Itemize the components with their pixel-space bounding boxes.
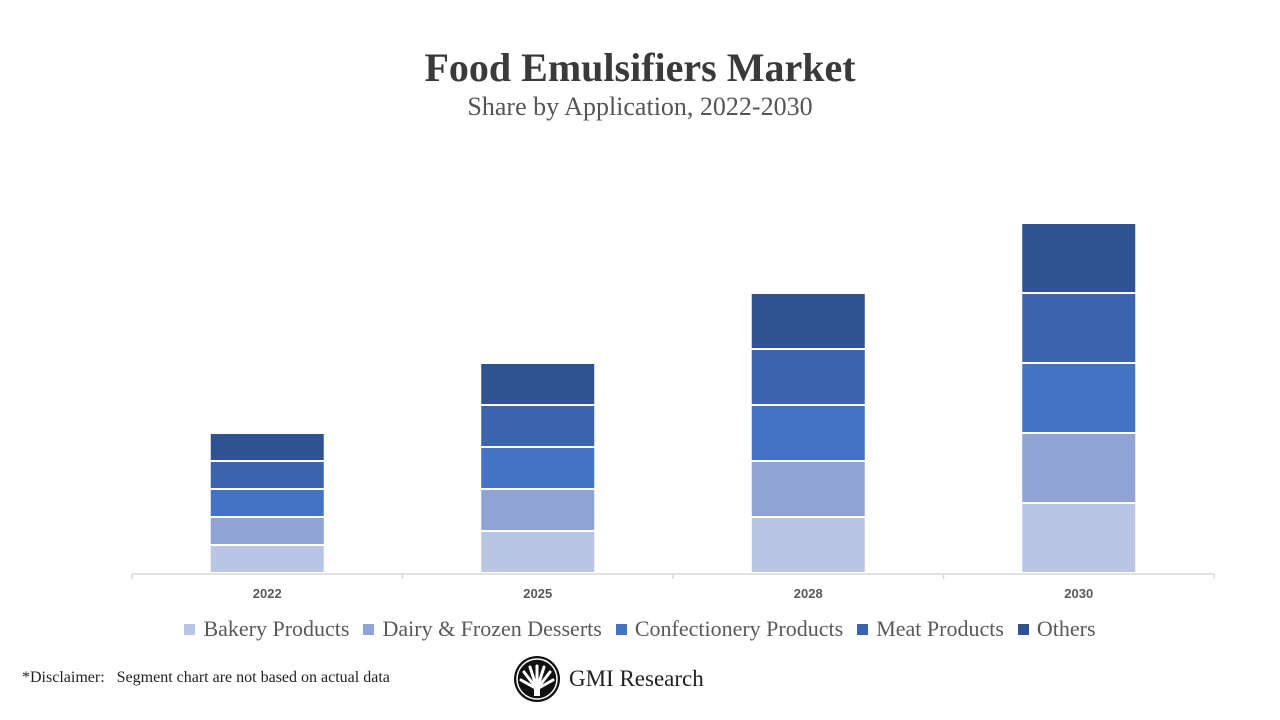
legend-item: Bakery Products bbox=[184, 616, 349, 642]
legend-swatch bbox=[857, 623, 869, 635]
bar-segment-2030-others bbox=[1022, 224, 1136, 292]
bar-segment-2028-meat-products bbox=[751, 350, 865, 404]
chart-title: Food Emulsifiers Market bbox=[424, 45, 856, 90]
legend-label: Bakery Products bbox=[203, 616, 350, 641]
bar-segment-2025-others bbox=[481, 364, 595, 404]
bar-segment-2022-bakery-products bbox=[210, 546, 324, 572]
bar-segment-2030-confectionery-products bbox=[1022, 364, 1136, 432]
legend: Bakery Products Dairy & Frozen Desserts Co… bbox=[0, 616, 1280, 642]
bar-segment-2028-others bbox=[751, 294, 865, 348]
legend-label: Confectionery Products bbox=[634, 616, 844, 641]
legend-item: Meat Products bbox=[857, 616, 1004, 642]
bar-segment-2025-confectionery-products bbox=[481, 448, 595, 488]
legend-item: Dairy & Frozen Desserts bbox=[363, 616, 602, 642]
bar-segment-2028-bakery-products bbox=[751, 518, 865, 572]
bar-segment-2022-others bbox=[210, 434, 324, 460]
legend-item: Others bbox=[1017, 616, 1096, 642]
gmi-logo-icon bbox=[514, 656, 560, 702]
bar-segment-2022-dairy-frozen-desserts bbox=[210, 518, 324, 544]
gmi-logo: GMI Research bbox=[513, 655, 704, 703]
bar-segment-2022-meat-products bbox=[210, 462, 324, 488]
legend-item: Confectionery Products bbox=[615, 616, 844, 642]
bar-segment-2025-bakery-products bbox=[481, 532, 595, 572]
bar-segment-2030-dairy-frozen-desserts bbox=[1022, 434, 1136, 502]
legend-label: Meat Products bbox=[876, 616, 1004, 641]
bar-segment-2022-confectionery-products bbox=[210, 490, 324, 516]
legend-label: Dairy & Frozen Desserts bbox=[382, 616, 602, 641]
x-tick-label: 2022 bbox=[253, 586, 282, 601]
disclaimer: *Disclaimer: Segment chart are not based… bbox=[22, 669, 390, 686]
legend-swatch bbox=[184, 623, 196, 635]
legend-label: Others bbox=[1036, 616, 1096, 641]
chart-subtitle: Share by Application, 2022-2030 bbox=[467, 92, 813, 121]
legend-swatch bbox=[363, 623, 375, 635]
x-tick-label: 2030 bbox=[1064, 586, 1093, 601]
x-tick-label: 2028 bbox=[794, 586, 823, 601]
bar-segment-2028-confectionery-products bbox=[751, 406, 865, 460]
bar-segment-2030-bakery-products bbox=[1022, 504, 1136, 572]
legend-swatch bbox=[615, 623, 627, 635]
brand-name: GMI Research bbox=[569, 666, 704, 691]
bar-segment-2025-dairy-frozen-desserts bbox=[481, 490, 595, 530]
bar-segment-2025-meat-products bbox=[481, 406, 595, 446]
legend-swatch bbox=[1017, 623, 1029, 635]
bar-segment-2030-meat-products bbox=[1022, 294, 1136, 362]
x-tick-label: 2025 bbox=[523, 586, 552, 601]
bar-segment-2028-dairy-frozen-desserts bbox=[751, 462, 865, 516]
